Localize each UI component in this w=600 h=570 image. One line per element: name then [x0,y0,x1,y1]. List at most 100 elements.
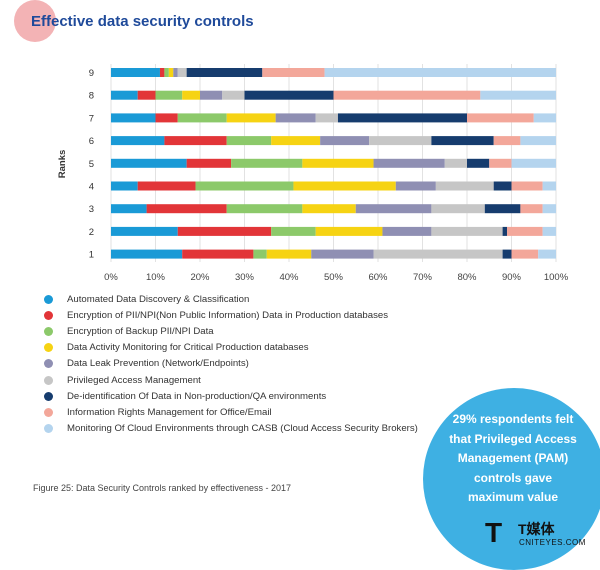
bar-segment-rank-7-series-9 [533,113,556,123]
bar-segment-rank-2-series-1 [111,226,178,236]
legend-item: Encryption of Backup PII/NPI Data [44,323,418,339]
y-tick-label: 9 [89,68,94,79]
bar-segment-rank-4-series-3 [195,181,294,191]
bar-segment-rank-9-series-9 [324,68,556,77]
legend-swatch [44,375,53,385]
legend-item: Privileged Access Management [44,372,418,388]
callout-text: 29% respondents felt that Privileged Acce… [433,410,593,508]
bar-segment-rank-8-series-2 [137,90,156,100]
y-tick-label: 1 [89,250,94,261]
legend-swatch [44,424,53,434]
bar-segment-rank-2-series-3 [271,226,316,236]
bar-segment-rank-3-series-2 [146,204,227,214]
bar-segment-rank-3-series-4 [302,204,356,214]
x-tick-label: 20% [190,272,210,283]
bar-segment-rank-9-series-1 [111,68,160,77]
bar-segment-rank-1-series-6 [373,249,503,259]
bar-segment-rank-8-series-4 [182,90,200,100]
x-tick-label: 30% [235,272,255,283]
callout-line: maximum value [467,490,559,504]
y-axis-label: Ranks [57,150,68,179]
legend-label: Encryption of Backup PII/NPI Data [67,325,214,337]
bar-segment-rank-1-series-4 [266,249,312,259]
legend-label: Automated Data Discovery & Classificatio… [67,293,250,305]
x-tick-label: 90% [502,272,522,283]
bar-segment-rank-4-series-7 [493,181,512,191]
legend-swatch [44,310,53,320]
legend-swatch [44,326,53,336]
legend-swatch [44,391,53,401]
chart-x-tick-labels: 0% 10% 20% 30% 40% 50% 60% 70% 80% 90% 100% [104,272,569,283]
bar-segment-rank-8-series-1 [111,90,138,100]
callout-line: Management (PAM) [457,451,569,465]
bar-segment-rank-8-series-8 [333,90,481,100]
bar-segment-rank-1-series-2 [182,249,254,259]
legend-label: Privileged Access Management [67,374,201,386]
bar-segment-rank-7-series-1 [111,113,156,123]
bar-segment-rank-8-series-3 [155,90,183,100]
bar-segment-rank-1-series-5 [311,249,374,259]
bar-segment-rank-9-series-4 [168,68,174,77]
bar-segment-rank-3-series-3 [226,204,303,214]
bar-segment-rank-4-series-4 [293,181,396,191]
bar-segment-rank-4-series-2 [137,181,196,191]
bar-segment-rank-7-series-6 [315,113,338,123]
bar-segment-rank-7-series-2 [155,113,178,123]
x-tick-label: 40% [279,272,299,283]
y-tick-label: 7 [89,113,94,124]
bar-segment-rank-1-series-3 [253,249,267,259]
x-tick-label: 50% [324,272,344,283]
x-tick-label: 0% [104,272,118,283]
bar-segment-rank-5-series-4 [302,158,374,168]
bar-segment-rank-9-series-7 [186,68,263,77]
bar-segment-rank-2-series-7 [502,226,508,236]
legend-label: Data Activity Monitoring for Critical Pr… [67,342,309,354]
x-tick-label: 10% [146,272,166,283]
bar-segment-rank-9-series-2 [159,68,165,77]
bar-segment-rank-7-series-8 [467,113,534,123]
y-tick-label: 3 [89,204,94,215]
logo-mark: T [485,517,503,548]
legend-item: Encryption of PII/NPI(Non Public Informa… [44,307,418,323]
legend-item: Data Activity Monitoring for Critical Pr… [44,340,418,356]
bar-segment-rank-3-series-9 [542,204,556,214]
bar-segment-rank-5-series-1 [111,158,187,168]
y-tick-label: 2 [89,227,94,238]
chart-bars [111,68,556,259]
bar-segment-rank-4-series-9 [542,181,556,191]
x-tick-label: 60% [368,272,388,283]
bar-segment-rank-6-series-4 [271,136,321,146]
bar-segment-rank-5-series-5 [373,158,445,168]
bar-segment-rank-4-series-1 [111,181,138,191]
y-tick-label: 5 [89,159,94,170]
x-tick-label: 70% [413,272,433,283]
bar-segment-rank-2-series-4 [315,226,383,236]
legend-label: Data Leak Prevention (Network/Endpoints) [67,358,249,370]
x-tick-label: 80% [457,272,477,283]
bar-segment-rank-3-series-6 [431,204,485,214]
legend-item: Monitoring Of Cloud Environments through… [44,421,418,437]
bar-segment-rank-5-series-2 [186,158,232,168]
bar-segment-rank-3-series-7 [484,204,521,214]
legend-swatch [44,407,53,417]
bar-segment-rank-4-series-6 [435,181,494,191]
bar-segment-rank-2-series-9 [542,226,556,236]
bar-segment-rank-3-series-8 [520,204,543,214]
legend-swatch [44,343,53,353]
watermark-logo: T T媒体 CNITEYES.COM [485,518,595,553]
bar-segment-rank-9-series-8 [262,68,325,77]
chart-y-tick-labels: 9 8 7 6 5 4 3 2 1 [89,68,94,261]
bar-segment-rank-1-series-1 [111,249,183,259]
x-tick-label: 100% [544,272,569,283]
bar-segment-rank-9-series-6 [177,68,187,77]
bar-segment-rank-5-series-3 [231,158,303,168]
logo-chinese-text: T媒体 [518,521,555,537]
y-tick-label: 6 [89,136,94,147]
legend-item: Data Leak Prevention (Network/Endpoints) [44,356,418,372]
logo-site-text: CNITEYES.COM [519,538,586,547]
bar-segment-rank-6-series-1 [111,136,165,146]
callout-line: controls gave [473,470,553,485]
y-tick-label: 8 [89,91,94,102]
bar-segment-rank-5-series-8 [489,158,512,168]
bar-segment-rank-1-series-8 [511,249,539,259]
